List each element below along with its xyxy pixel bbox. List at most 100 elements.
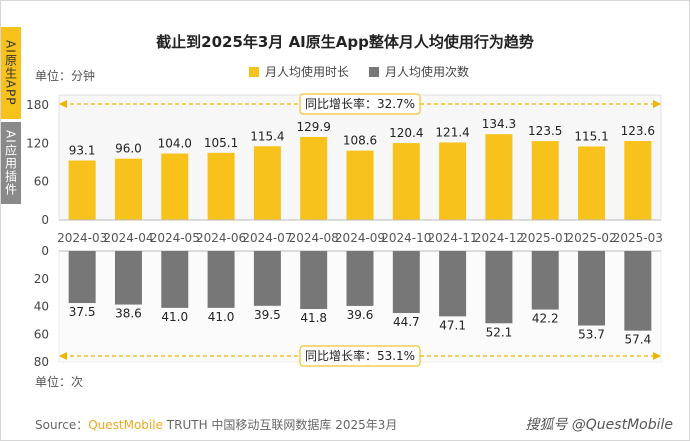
legend-duration-label: 月人均使用时长: [265, 65, 350, 79]
count-bar: [346, 251, 374, 306]
count-value-label: 53.7: [578, 328, 605, 342]
count-value-label: 39.5: [254, 308, 281, 322]
duration-value-label: 115.4: [250, 129, 284, 143]
growth-top-box: [299, 93, 421, 115]
duration-bar: [624, 141, 652, 220]
watermark: 搜狐号 @QuestMobile: [525, 417, 673, 433]
duration-bar: [578, 146, 606, 220]
x-category-label: 2025-02: [566, 231, 616, 245]
x-category-label: 2024-07: [242, 231, 292, 245]
count-value-label: 57.4: [624, 333, 651, 347]
count-value-label: 52.1: [486, 325, 513, 339]
count-bar: [161, 251, 189, 308]
x-category-label: 2024-09: [335, 231, 385, 245]
duration-bar: [207, 152, 235, 220]
count-value-label: 42.2: [532, 312, 559, 326]
count-bar: [578, 251, 606, 326]
bottom-y-tick-label: 60: [34, 327, 49, 341]
duration-value-label: 96.0: [115, 142, 142, 156]
count-bar: [114, 251, 142, 305]
growth-top-text: 同比增长率：32.7%: [305, 96, 415, 111]
count-bar: [485, 251, 513, 324]
count-value-label: 38.6: [115, 307, 142, 321]
duration-bar: [253, 146, 281, 220]
count-bar: [253, 251, 281, 306]
count-value-label: 47.1: [439, 318, 466, 332]
growth-bottom-arrow-left: [59, 352, 67, 360]
top-y-tick-label: 180: [26, 98, 49, 112]
growth-bottom-text: 同比增长率：53.1%: [305, 348, 415, 363]
source-note: Source：QuestMobile TRUTH 中国移动互联网数据库 2025…: [35, 416, 397, 433]
top-y-tick-label: 0: [41, 213, 49, 227]
source-brand: QuestMobile: [88, 418, 163, 432]
duration-value-label: 120.4: [389, 126, 423, 140]
duration-bar: [485, 134, 513, 220]
duration-value-label: 123.5: [528, 124, 562, 138]
x-category-label: 2024-06: [196, 231, 246, 245]
count-value-label: 41.8: [300, 311, 327, 325]
top-y-tick-label: 120: [26, 136, 49, 150]
count-bar: [531, 251, 559, 310]
legend-duration-swatch: [249, 66, 259, 77]
source-rest: TRUTH 中国移动互联网数据库 2025年3月: [162, 418, 398, 432]
side-tab-ai-native[interactable]: AI原生APP: [1, 27, 21, 119]
bottom-y-tick-label: 0: [41, 244, 49, 258]
duration-value-label: 108.6: [343, 134, 377, 148]
duration-value-label: 129.9: [297, 120, 331, 134]
growth-top-arrow-left: [59, 100, 67, 108]
x-category-label: 2024-11: [428, 231, 478, 245]
x-category-label: 2024-08: [289, 231, 339, 245]
count-value-label: 39.6: [347, 308, 374, 322]
side-tab-ai-plugin[interactable]: AI应用插件: [1, 122, 21, 204]
x-category-label: 2024-04: [103, 231, 153, 245]
duration-bar: [161, 153, 189, 220]
count-value-label: 37.5: [69, 305, 96, 319]
duration-value-label: 93.1: [69, 144, 96, 158]
duration-bar: [439, 142, 467, 220]
duration-bar: [346, 150, 374, 220]
count-bar: [624, 251, 652, 331]
duration-value-label: 104.0: [158, 137, 192, 151]
x-category-label: 2024-05: [150, 231, 200, 245]
x-category-label: 2025-03: [613, 231, 663, 245]
growth-bottom-arrow-right: [653, 352, 661, 360]
duration-value-label: 121.4: [435, 125, 469, 139]
count-bar: [392, 251, 420, 314]
x-category-label: 2025-01: [520, 231, 570, 245]
duration-bar: [531, 141, 559, 220]
bottom-y-tick-label: 40: [34, 300, 49, 314]
duration-bar: [68, 160, 96, 220]
bottom-y-tick-label: 20: [34, 272, 49, 286]
duration-value-label: 115.1: [574, 129, 608, 143]
legend-count-label: 月人均使用次数: [385, 65, 470, 79]
duration-value-label: 134.3: [482, 117, 516, 131]
count-value-label: 44.7: [393, 315, 420, 329]
legend-count: 月人均使用次数: [369, 63, 469, 80]
count-bar: [207, 251, 235, 308]
count-bar: [68, 251, 96, 304]
legend-count-swatch: [369, 66, 379, 77]
duration-bar: [114, 158, 142, 220]
duration-bar: [300, 137, 328, 220]
growth-top-arrow-right: [653, 100, 661, 108]
bottom-y-tick-label: 80: [34, 355, 49, 369]
count-bar: [300, 251, 328, 309]
chart-title: 截止到2025年3月 AI原生App整体月人均使用行为趋势: [156, 33, 534, 51]
source-prefix: Source：: [35, 418, 89, 432]
growth-bottom-box: [299, 345, 421, 367]
count-value-label: 41.0: [208, 310, 235, 324]
x-category-label: 2024-10: [381, 231, 431, 245]
side-tab-ai-plugin-label: AI应用插件: [3, 130, 18, 196]
x-category-label: 2024-03: [57, 231, 107, 245]
top-y-tick-label: 60: [34, 175, 49, 189]
side-tab-ai-native-label: AI原生APP: [3, 40, 18, 106]
legend-duration: 月人均使用时长: [249, 63, 349, 80]
duration-bar: [392, 143, 420, 220]
duration-value-label: 123.6: [621, 124, 655, 138]
x-category-label: 2024-12: [474, 231, 524, 245]
duration-value-label: 105.1: [204, 136, 238, 150]
count-value-label: 41.0: [161, 310, 188, 324]
unit-top: 单位：分钟: [35, 69, 96, 83]
